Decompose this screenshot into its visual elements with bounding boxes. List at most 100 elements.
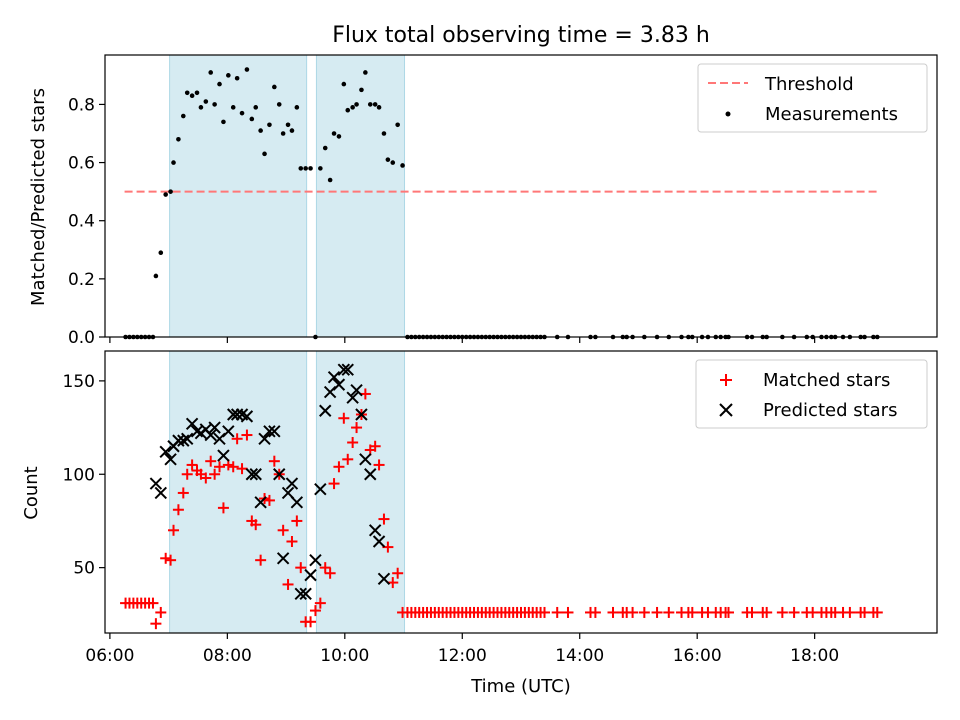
y-tick-label: 0.8 [68,95,95,115]
legend-matched-label: Matched stars [763,370,890,391]
measurement-point [483,334,489,340]
predicted-star-marker [268,425,281,438]
measurement-point [308,166,313,171]
cross-b [235,408,249,421]
measurement-point [624,334,630,340]
cross-b [208,421,221,434]
cross-b [337,363,351,376]
predicted-star-marker [304,568,317,582]
measurement-point [138,334,144,340]
measurement-point [554,334,560,340]
measurement-point [280,131,286,136]
measurement-point [530,334,536,340]
matched-star-marker [378,513,390,525]
measurement-point [336,134,342,139]
predicted-star-marker [154,486,168,500]
measurement-point [285,122,291,128]
predicted-star-marker [254,496,267,509]
measurement-point [131,334,136,340]
matched-star-marker [338,412,350,424]
measurement-point [267,122,272,128]
matched-star-marker [319,562,331,574]
measurement-point [184,90,190,96]
measurement-point [150,334,156,340]
predicted-star-marker [350,384,363,397]
matched-star-marker [607,606,619,618]
legend-frame [695,359,928,429]
matched-star-points [120,388,883,630]
x-tick-label: 14:00 [555,646,604,666]
predicted-star-marker [285,477,299,490]
measurement-point [127,334,132,340]
y-axis-label-bottom: Count [21,466,42,519]
y-tick-label: 50 [73,559,95,579]
cross-b [341,363,354,376]
measurement-point [171,160,176,165]
measurement-point [699,334,705,340]
measurement-point [158,250,164,255]
measurement-point [272,84,277,90]
measurement-point [718,334,723,340]
predicted-star-marker [263,425,276,438]
measurement-point [189,93,195,99]
measurement-point [499,334,504,340]
observing-intervals [169,350,406,634]
measurement-point [610,334,616,340]
cross-b [299,587,312,600]
cross-b [281,486,295,500]
x-tick-label: 16:00 [673,646,722,666]
matched-star-marker [562,606,574,618]
predicted-star-marker [309,553,322,567]
matched-star-marker [250,519,262,531]
measurement-point [253,105,259,110]
matched-star-marker [186,459,198,471]
measurement-point [828,334,834,340]
measurement-point [363,70,368,75]
matched-star-marker [314,597,326,609]
matched-star-marker [168,524,180,536]
cross-b [204,428,217,442]
predicted-star-marker [230,408,244,421]
cross-b [263,425,276,438]
predicted-star-marker [245,468,259,481]
cross-b [222,425,235,438]
measurement-point [276,102,282,107]
matched-star-marker [263,494,275,506]
matched-star-marker [871,606,883,618]
cross-b [327,370,341,384]
measurement-point [503,334,508,340]
measurement-point [654,334,660,340]
predicted-star-marker [332,378,346,391]
measurement-point [194,90,200,96]
matched-star-marker [723,606,735,618]
measurement-point [244,67,250,72]
matched-star-marker [686,606,698,618]
predicted-star-marker [276,552,290,565]
measurement-point [726,334,731,340]
predicted-star-marker [149,477,163,490]
matched-star-marker [333,461,345,473]
measurement-point [168,189,173,194]
measurement-point [331,131,337,136]
x-tick-label: 06:00 [85,646,134,666]
x-tick-label: 08:00 [203,646,252,666]
matched-star-marker [172,504,184,516]
cross-b [273,468,286,481]
measurement-point [298,166,304,171]
measurement-point [810,334,815,340]
predicted-star-marker [273,468,286,481]
matched-star-marker [150,618,162,630]
predicted-star-marker [364,468,377,481]
measurement-point [686,334,691,340]
observing-intervals [169,54,406,338]
measurement-point [744,334,750,340]
matched-star-marker [236,463,248,475]
cross-b [314,482,327,496]
measurement-point [514,334,520,340]
cross-b [364,468,377,481]
y-tick-label: 100 [63,465,95,485]
measurement-point [874,334,880,340]
predicted-star-points [149,363,391,600]
matched-star-marker [761,606,773,618]
